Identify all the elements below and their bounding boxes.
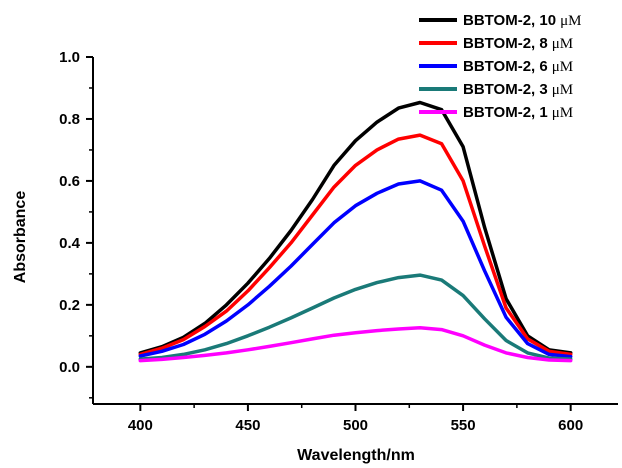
legend-unit: μM xyxy=(552,105,573,121)
legend-label-2: BBTOM-2, 8 μM xyxy=(463,35,573,52)
legend-unit: μM xyxy=(552,59,573,75)
legend-label-1: BBTOM-2, 10 μM xyxy=(463,12,581,29)
legend-label-3: BBTOM-2, 6 μM xyxy=(463,58,573,75)
legend-name: BBTOM-2, 8 xyxy=(463,35,548,52)
y-tick-label: 0.8 xyxy=(59,111,80,128)
series-line-4 xyxy=(138,273,573,361)
y-tick-label: 0.6 xyxy=(59,173,80,190)
legend-label-5: BBTOM-2, 1 μM xyxy=(463,104,573,121)
y-tick-label: 0.2 xyxy=(59,297,80,314)
axes: 0.0 0.2 0.4 0.6 0.8 1.0 400 450 500 550 600 xyxy=(59,49,618,434)
series-line-2 xyxy=(138,133,573,357)
legend-label-4: BBTOM-2, 3 μM xyxy=(463,81,573,98)
x-tick-label: 400 xyxy=(128,417,153,434)
x-tick-label: 550 xyxy=(451,417,476,434)
x-tick-label: 450 xyxy=(235,417,260,434)
y-tick-label: 0.4 xyxy=(59,235,81,252)
series-line-5 xyxy=(138,326,573,363)
x-axis-title: Wavelength/nm xyxy=(297,447,415,464)
legend-name: BBTOM-2, 1 xyxy=(463,104,548,121)
legend-name: BBTOM-2, 10 xyxy=(463,12,556,29)
plot-area xyxy=(138,100,573,363)
legend-name: BBTOM-2, 6 xyxy=(463,58,548,75)
legend-name: BBTOM-2, 3 xyxy=(463,81,548,98)
x-tick-label: 500 xyxy=(343,417,368,434)
y-tick-label: 1.0 xyxy=(59,49,80,66)
legend-unit: μM xyxy=(552,82,573,98)
series-line-3 xyxy=(138,179,573,359)
x-tick-label: 600 xyxy=(558,417,583,434)
y-axis-title: Absorbance xyxy=(12,191,29,284)
legend-unit: μM xyxy=(560,13,581,29)
y-tick-label: 0.0 xyxy=(59,359,80,376)
legend-unit: μM xyxy=(552,36,573,52)
series-line-1 xyxy=(138,100,573,355)
